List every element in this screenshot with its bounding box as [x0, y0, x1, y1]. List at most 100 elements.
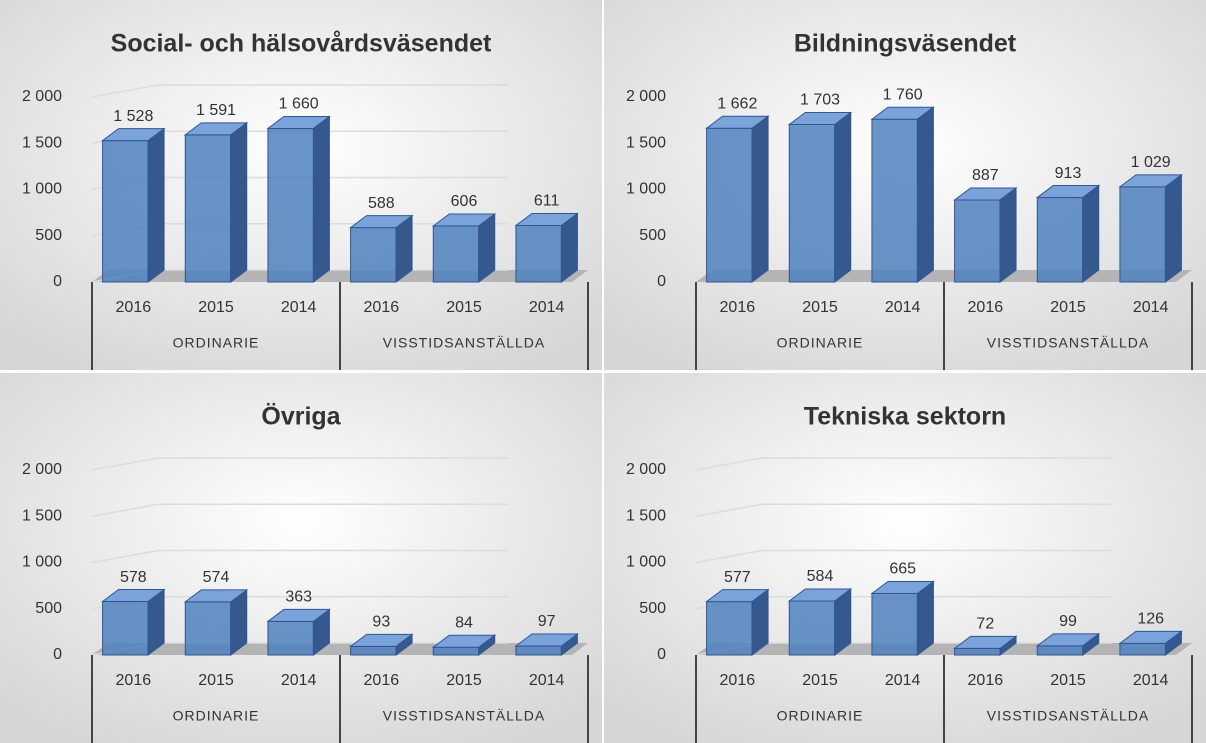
data-label: 578 — [120, 569, 147, 586]
bar-front — [1036, 645, 1084, 656]
bar-top — [787, 111, 853, 125]
bar-front — [515, 645, 562, 656]
bar — [431, 634, 497, 656]
data-label: 588 — [368, 195, 395, 212]
bar-side — [834, 111, 852, 283]
grid-line — [91, 503, 508, 517]
data-label: 1 528 — [113, 108, 153, 125]
grid-line — [695, 457, 1112, 471]
bar — [870, 106, 935, 283]
x-tick-label: 2016 — [968, 299, 1004, 316]
y-tick-label: 1 000 — [22, 181, 62, 198]
y-tick-label: 500 — [639, 600, 666, 617]
data-label: 84 — [455, 614, 473, 631]
y-tick-label: 1 500 — [22, 134, 62, 151]
chart-panel: Bildningsväsendet 0 500 1 000 1 500 2 000 1 66… — [604, 0, 1206, 370]
bar-top — [953, 635, 1018, 649]
grid-line — [91, 549, 508, 564]
grid-line — [91, 84, 508, 98]
bar — [266, 115, 331, 283]
data-label: 97 — [538, 613, 556, 630]
x-tick-label: 2014 — [885, 672, 921, 689]
data-label: 577 — [724, 569, 751, 586]
bar-front — [1036, 197, 1084, 283]
y-tick-label: 1 500 — [22, 507, 62, 524]
chart-panel: Övriga 0 500 1 000 1 500 2 000 578 2016 574 2015 3… — [0, 373, 602, 743]
y-tick-label: 1 500 — [626, 134, 666, 151]
data-label: 1 660 — [279, 96, 319, 113]
bar — [705, 588, 770, 656]
data-label: 72 — [976, 616, 994, 633]
bar-top — [870, 106, 935, 120]
bar — [1035, 632, 1101, 656]
bar-side — [230, 121, 248, 283]
bar-front — [267, 127, 314, 283]
bar-top — [514, 212, 579, 226]
bar-side — [999, 186, 1017, 283]
bar-front — [788, 123, 836, 283]
grid-line — [91, 457, 508, 471]
bar-top — [870, 580, 935, 594]
x-tick-label: 2014 — [1133, 299, 1169, 316]
data-label: 1 760 — [883, 86, 923, 103]
bar — [953, 635, 1018, 656]
bar-front — [102, 140, 149, 283]
bar — [183, 121, 249, 283]
bar — [705, 115, 770, 283]
y-tick-label: 1 000 — [22, 554, 62, 571]
floor — [696, 270, 1192, 282]
x-tick-label: 2016 — [720, 672, 756, 689]
chart-panel: Social- och hälsovårdsväsendet 0 500 1 000 1… — [0, 0, 602, 370]
bar-top — [183, 589, 249, 603]
bar-top — [953, 187, 1018, 201]
group-label: VISSTIDSANSTÄLLDA — [383, 708, 546, 724]
x-tick-label: 2015 — [802, 672, 838, 689]
y-tick-label: 500 — [35, 227, 62, 244]
bar-front — [871, 592, 918, 656]
y-tick-label: 0 — [53, 646, 62, 663]
y-tick-label: 0 — [657, 646, 666, 663]
floor — [92, 270, 588, 282]
panel-background — [0, 373, 602, 743]
bar-side — [1082, 184, 1100, 283]
chart-title: Övriga — [261, 402, 341, 431]
group-label: ORDINARIE — [173, 335, 260, 351]
bar — [431, 212, 497, 283]
bar-front — [706, 127, 753, 283]
bar — [266, 608, 331, 656]
data-label: 363 — [285, 589, 312, 606]
bar-front — [184, 134, 232, 283]
bar-front — [350, 645, 397, 656]
y-tick-label: 2 000 — [22, 461, 62, 478]
bar-top — [1035, 633, 1101, 647]
x-tick-label: 2016 — [116, 299, 152, 316]
group-label: ORDINARIE — [173, 708, 260, 724]
bar-front — [267, 620, 314, 656]
chart-title: Bildningsväsendet — [794, 30, 1017, 58]
bar-top — [431, 634, 497, 648]
x-tick-label: 2016 — [968, 672, 1004, 689]
bar-side — [751, 115, 769, 283]
bar — [101, 127, 166, 283]
bar-front — [102, 601, 149, 656]
chart-title: Tekniska sektorn — [804, 403, 1006, 431]
bar-top — [1118, 630, 1183, 644]
bar-top — [349, 215, 414, 229]
data-label: 665 — [889, 561, 916, 578]
floor — [696, 643, 1192, 655]
bar-front — [350, 227, 397, 283]
bar-front — [515, 224, 562, 283]
bar-side — [916, 106, 934, 283]
x-tick-label: 2016 — [720, 299, 756, 316]
chart-title: Social- och hälsovårdsväsendet — [111, 30, 492, 58]
bar — [514, 633, 579, 656]
bar — [1035, 184, 1101, 283]
data-label: 99 — [1059, 613, 1077, 630]
group-label: ORDINARIE — [777, 335, 864, 351]
x-tick-label: 2014 — [529, 672, 565, 689]
x-tick-label: 2015 — [198, 672, 234, 689]
x-tick-label: 2016 — [116, 672, 152, 689]
bar-top — [787, 588, 853, 602]
y-tick-label: 500 — [639, 227, 666, 244]
